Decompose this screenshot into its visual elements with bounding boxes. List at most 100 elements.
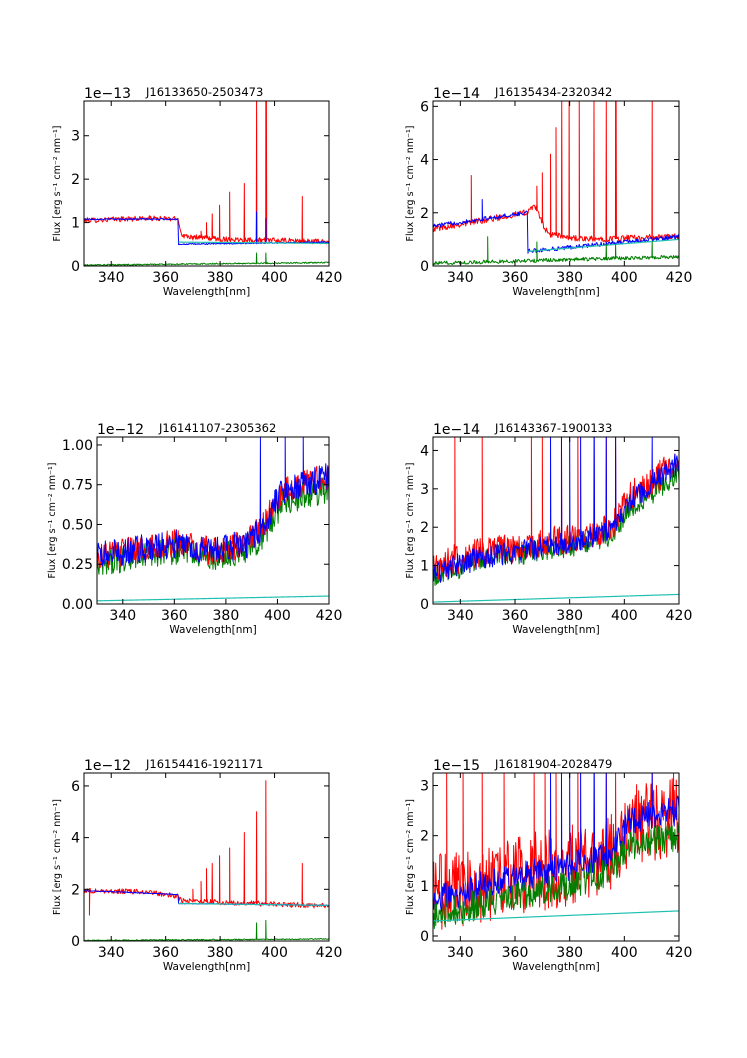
series-line-cyan [178, 241, 329, 245]
plot-area [433, 773, 679, 930]
x-tick-label: 420 [666, 270, 693, 286]
x-tick-label: 340 [109, 608, 136, 624]
series-line-cyan [433, 910, 679, 922]
y-tick-label: 2 [420, 206, 429, 222]
x-tick-label: 380 [207, 270, 234, 286]
chart-panel-4: 340 360 380 400 420 0 1 2 3 41e−14 J16143367-19001… [405, 421, 692, 636]
y-tick-label: 0.50 [62, 517, 93, 533]
x-axis-label: Wavelength[nm] [512, 286, 599, 298]
x-tick-label: 420 [316, 270, 343, 286]
y-tick-label: 4 [71, 831, 80, 847]
x-tick-label: 340 [447, 270, 474, 286]
x-tick-label: 380 [207, 945, 234, 961]
series-line-green [97, 475, 329, 575]
x-tick-label: 420 [666, 608, 693, 624]
chart-title: J16135434-2320342 [494, 85, 612, 99]
chart-title: J16133650-2503473 [145, 85, 263, 99]
series-line-blue [97, 437, 329, 567]
x-tick-label: 360 [502, 270, 529, 286]
axes-frame [83, 100, 330, 267]
y-tick-label: 0 [71, 259, 80, 275]
x-tick-label: 360 [502, 608, 529, 624]
series-line-red [84, 101, 329, 245]
x-axis-label: Wavelength[nm] [163, 286, 250, 298]
y-tick-label: 0 [71, 934, 80, 950]
y-axis-label: Flux [erg s⁻¹ cm⁻² nm⁻¹] [405, 125, 416, 241]
x-tick-label: 420 [666, 945, 693, 961]
x-tick-label: 400 [611, 270, 638, 286]
x-axis-label: Wavelength[nm] [512, 624, 599, 636]
plot-area [433, 101, 679, 266]
axes-frame [432, 100, 680, 267]
series-line-green [433, 822, 679, 929]
y-tick-label: 0 [420, 259, 429, 275]
x-axis-label: Wavelength[nm] [512, 961, 599, 973]
chart-panel-6: 340 360 380 400 420 0 1 2 31e−15 J16181904-202847… [405, 757, 692, 973]
series-line-cyan [178, 902, 329, 906]
x-tick-label: 400 [261, 270, 288, 286]
y-axis-label: Flux [erg s⁻¹ cm⁻² nm⁻¹] [405, 799, 416, 915]
y-tick-label: 2 [420, 520, 429, 536]
chart-panel-1: 340 360 380 400 420 0 1 2 3 1e−13 J16133650-250347… [52, 85, 342, 298]
y-axis-label: Flux [erg s⁻¹ cm⁻² nm⁻¹] [52, 799, 63, 915]
y-tick-label: 1 [71, 216, 80, 232]
x-tick-label: 380 [556, 270, 583, 286]
series-line-cyan [433, 593, 679, 603]
y-tick-label: 1.00 [62, 438, 93, 454]
y-tick-label: 6 [420, 99, 429, 115]
series-line-green [84, 252, 329, 266]
series-line-blue [433, 773, 679, 912]
series-line-blue [433, 437, 679, 583]
y-tick-label: 0.00 [62, 597, 93, 613]
y-tick-label: 0.75 [62, 478, 93, 494]
x-tick-label: 420 [316, 945, 343, 961]
y-tick-label: 0 [420, 597, 429, 613]
x-tick-label: 380 [556, 608, 583, 624]
y-axis-label: Flux [erg s⁻¹ cm⁻² nm⁻¹] [52, 125, 63, 241]
x-tick-label: 340 [447, 608, 474, 624]
chart-panel-2: 340 360 380 400 420 0 2 4 61e−14 J16135434-232034… [405, 85, 692, 298]
y-tick-label: 0 [420, 929, 429, 945]
x-axis-label: Wavelength[nm] [169, 624, 256, 636]
axes-frame [432, 436, 680, 605]
chart-title: J16154416-1921171 [145, 757, 263, 771]
y-tick-label: 0.25 [62, 557, 93, 573]
y-tick-label: 4 [420, 153, 429, 169]
series-line-red [433, 437, 679, 580]
x-axis-label: Wavelength[nm] [163, 961, 250, 973]
y-axis-label: Flux [erg s⁻¹ cm⁻² nm⁻¹] [47, 462, 58, 578]
x-tick-label: 420 [316, 608, 343, 624]
series-line-cyan [527, 238, 679, 252]
plot-area [433, 437, 679, 603]
y-tick-label: 3 [420, 779, 429, 795]
axes-frame [96, 436, 330, 605]
x-tick-label: 380 [556, 945, 583, 961]
x-tick-label: 360 [161, 608, 188, 624]
axes-frame [83, 772, 330, 942]
scale-label: 1e−13 [84, 86, 131, 102]
scale-label: 1e−14 [433, 422, 480, 438]
x-tick-label: 380 [213, 608, 240, 624]
series-line-blue [433, 198, 679, 254]
y-tick-label: 2 [71, 882, 80, 898]
chart-panel-3: 340 360 380 400 420 0.00 0.25 0.50 0.75 1.001e−12… [47, 421, 342, 636]
scale-label: 1e−14 [433, 86, 480, 102]
x-tick-label: 360 [152, 945, 179, 961]
x-tick-label: 360 [152, 270, 179, 286]
x-tick-label: 340 [98, 945, 125, 961]
x-tick-label: 400 [611, 945, 638, 961]
x-tick-label: 340 [98, 270, 125, 286]
x-tick-label: 400 [611, 608, 638, 624]
y-tick-label: 3 [420, 482, 429, 498]
x-tick-label: 400 [264, 608, 291, 624]
series-line-green [433, 464, 679, 586]
x-tick-label: 400 [261, 945, 288, 961]
y-tick-label: 1 [420, 559, 429, 575]
y-tick-label: 2 [71, 172, 80, 188]
x-tick-label: 360 [502, 945, 529, 961]
scale-label: 1e−15 [433, 758, 480, 774]
y-tick-label: 1 [420, 879, 429, 895]
chart-title: J16143367-1900133 [494, 421, 612, 435]
series-line-cyan [97, 595, 329, 602]
y-tick-label: 6 [71, 779, 80, 795]
